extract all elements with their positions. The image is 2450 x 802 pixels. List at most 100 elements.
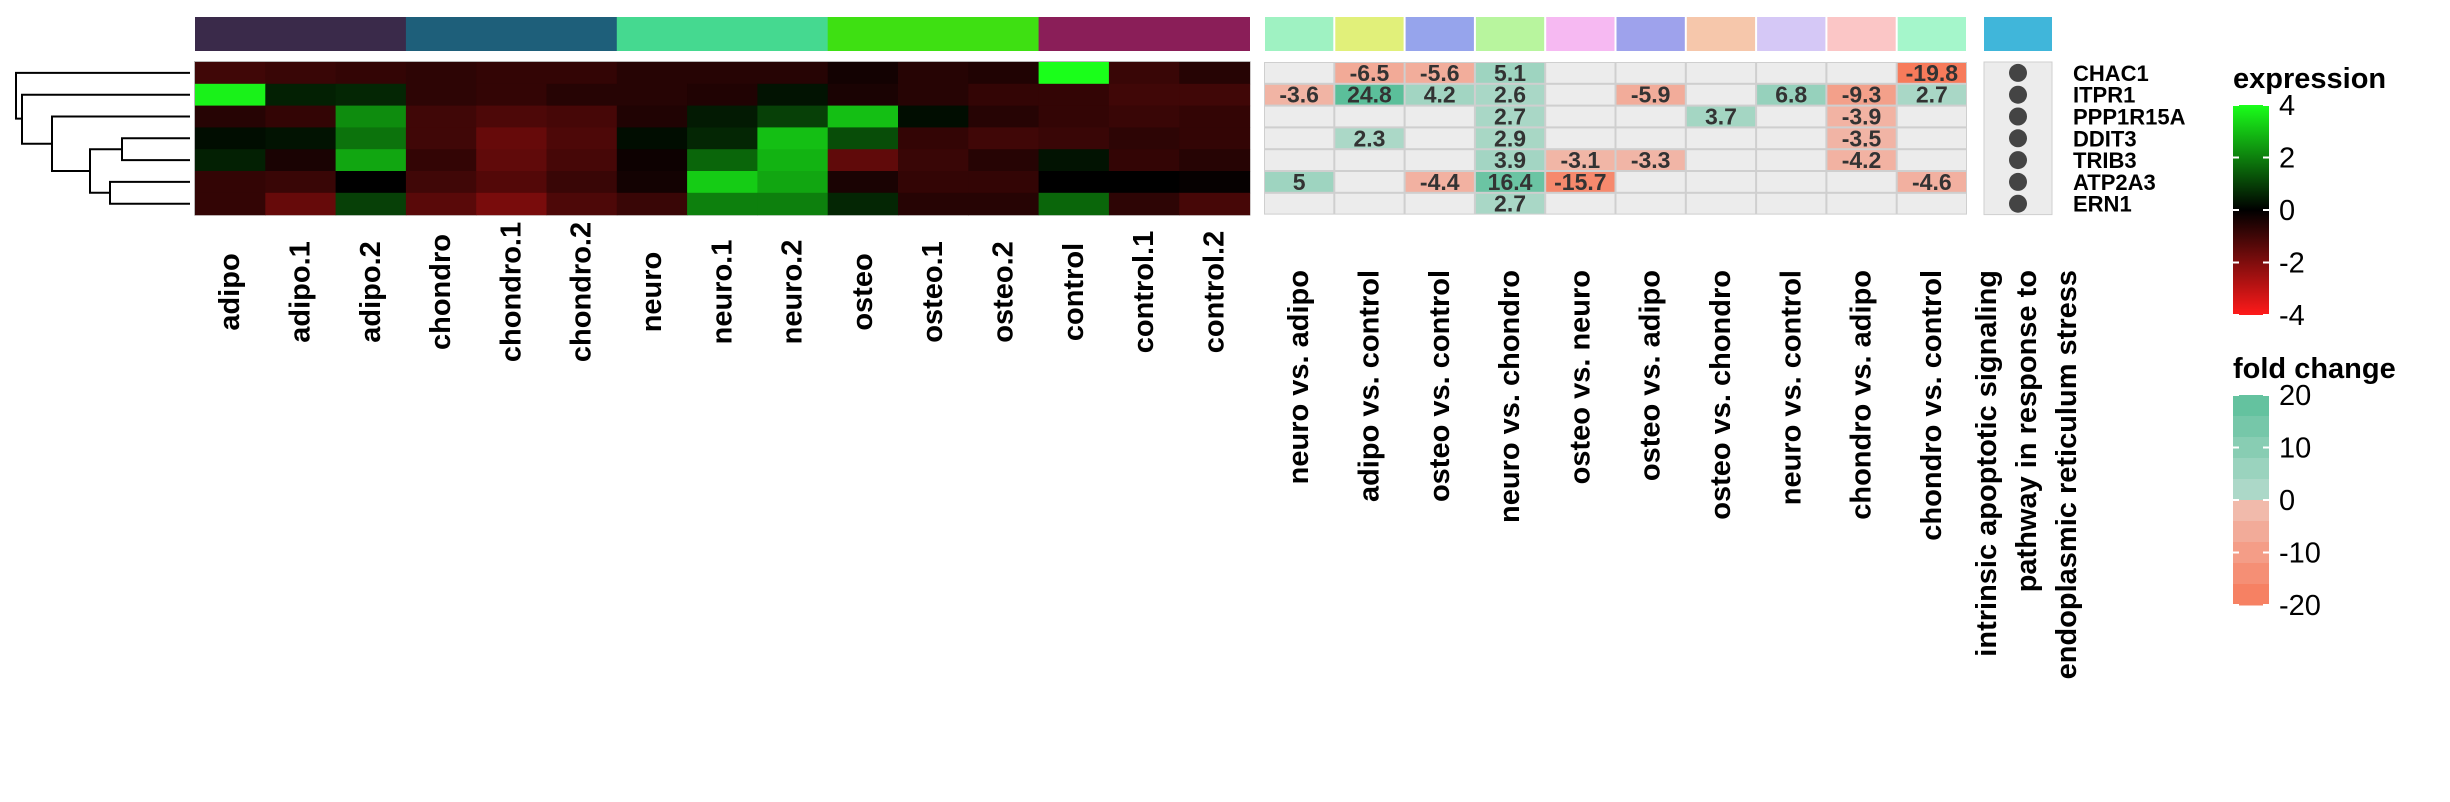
heatmap-cell (476, 105, 548, 128)
comparison-bar-segment (1265, 17, 1334, 51)
heatmap-cell (616, 171, 688, 194)
fold-change-cell (1686, 150, 1756, 170)
comparison-bar-segment (1335, 17, 1404, 51)
row-dendrogram (15, 71, 190, 205)
fold-change-cell (1897, 84, 1966, 105)
heatmap-cell (1108, 149, 1180, 172)
fold-change-cell (1335, 63, 1404, 83)
fold-change-legend-title: fold change (2233, 353, 2396, 385)
sample-label: control.1 (1128, 231, 1160, 353)
heatmap-cell (546, 149, 618, 172)
sample-label: chondro (425, 234, 457, 350)
fold-change-value: 2.3 (1353, 125, 1385, 151)
fold-change-legend-block (2233, 458, 2269, 480)
fold-change-value: -4.4 (1420, 169, 1460, 195)
heatmap-cell (1038, 105, 1110, 128)
fold-change-value: -3.1 (1561, 147, 1601, 173)
fold-change-cell (1265, 106, 1334, 127)
heatmap-cell (827, 171, 899, 194)
fold-change-cell (1405, 106, 1474, 127)
heatmap-cell (757, 127, 829, 150)
dendrogram-branch (15, 71, 190, 120)
fold-change-cell (1757, 63, 1826, 83)
heatmap-cell (1108, 62, 1180, 85)
fold-change-cell (1405, 63, 1474, 83)
heatmap-cell (195, 105, 266, 128)
heatmap-cell (687, 62, 758, 85)
fold-change-cell (1405, 193, 1474, 214)
heatmap-cell (195, 127, 266, 150)
comparison-bar-segment (1686, 17, 1756, 51)
fold-change-value: 2.9 (1494, 125, 1526, 151)
heatmap-cell (405, 192, 477, 216)
comparison-label: osteo vs. control (1424, 270, 1456, 502)
pathway-label-line: endoplasmic reticulum stress (2051, 270, 2083, 679)
heatmap-cell (898, 83, 969, 107)
pathway-label-line: intrinsic apoptotic signaling (1971, 270, 2003, 657)
gene-label: ATP2A3 (2073, 170, 2156, 195)
sample-labels: adipo adipo.1 adipo.2 chondro chondro.1 chond… (214, 222, 1230, 362)
sample-label: adipo.1 (284, 241, 316, 343)
fold-change-cell (1686, 84, 1756, 105)
fold-change-cell (1897, 106, 1966, 127)
dendrogram-branch (109, 180, 190, 205)
fold-change-value: -5.6 (1420, 60, 1460, 86)
fold-change-value: 5 (1293, 169, 1306, 195)
fold-change-cell (1475, 193, 1545, 214)
fold-change-value: 2.6 (1494, 82, 1526, 108)
heatmap-cell (687, 83, 758, 107)
expression-legend-tick-label: 2 (2279, 143, 2295, 175)
fold-change-cell (1757, 128, 1826, 149)
heatmap-cell (1179, 62, 1251, 85)
sample-label: osteo.1 (917, 241, 949, 343)
heatmap-cell (1179, 127, 1251, 150)
comparison-label: neuro vs. adipo (1283, 270, 1315, 484)
sample-group-bar (195, 17, 1250, 51)
fold-change-cell (1546, 128, 1615, 149)
heatmap-cell (1038, 83, 1110, 107)
heatmap-cell (405, 62, 477, 85)
fold-change-cell (1546, 106, 1615, 127)
fold-change-legend-tick-label: -20 (2279, 590, 2321, 622)
fold-change-cell (1827, 150, 1896, 170)
fold-change-cell (1827, 193, 1896, 214)
fold-change-cell (1757, 172, 1826, 192)
heatmap-cell (757, 192, 829, 216)
sample-label: adipo.2 (355, 241, 387, 343)
fold-change-cell (1335, 172, 1404, 192)
expression-legend-tick-label: 4 (2279, 90, 2295, 122)
heatmap-cell (616, 105, 688, 128)
comparison-bar-segment (1546, 17, 1615, 51)
fold-change-value: 2.7 (1494, 191, 1526, 217)
fold-change-cell (1616, 150, 1685, 170)
dendrogram-branch (89, 148, 122, 194)
fold-change-cell (1265, 193, 1334, 214)
heatmap-cell (265, 192, 337, 216)
sample-label: control (1058, 243, 1090, 341)
pathway-color-bar (1984, 17, 2052, 51)
fold-change-cell (1616, 172, 1685, 192)
heatmap-cell (265, 171, 337, 194)
heatmap-cell (546, 127, 618, 150)
heatmap-cell (968, 62, 1040, 85)
heatmap-cell (265, 149, 337, 172)
heatmap-cell (195, 192, 266, 216)
heatmap-cell (968, 171, 1040, 194)
heatmap-cell (476, 149, 548, 172)
heatmap-cell (335, 62, 407, 85)
dendrogram-branch (121, 137, 190, 162)
heatmap-cell (335, 105, 407, 128)
heatmap-cell (405, 171, 477, 194)
heatmap-cell (265, 105, 337, 128)
fold-change-cell (1335, 150, 1404, 170)
heatmap-cell (898, 192, 969, 216)
heatmap-cell (195, 171, 266, 194)
heatmap-cell (195, 62, 266, 85)
heatmap-cell (1038, 171, 1110, 194)
comparison-bar-segment (1897, 17, 1966, 51)
heatmap-cell (616, 62, 688, 85)
sample-label: control.2 (1198, 231, 1230, 353)
fold-change-cell (1616, 128, 1685, 149)
fold-change-cell (1616, 63, 1685, 83)
heatmap-cell (546, 105, 618, 128)
